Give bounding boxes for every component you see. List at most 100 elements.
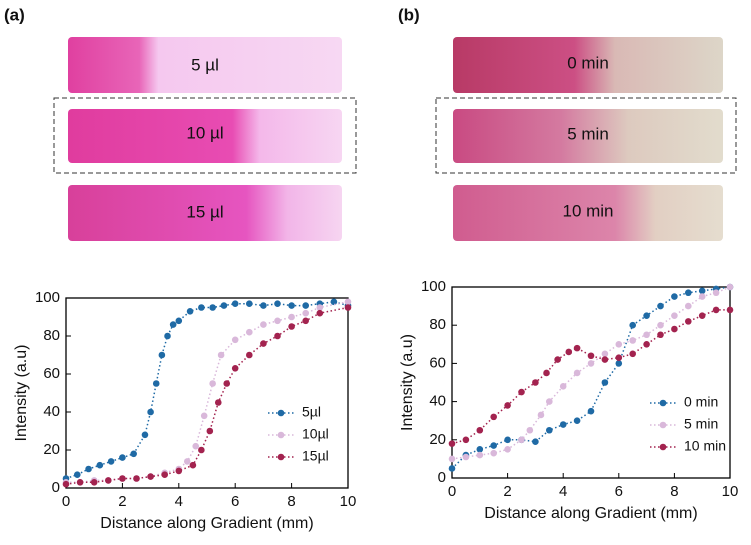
x-axis-label: Distance along Gradient (mm) [100, 515, 313, 532]
data-point [147, 408, 154, 416]
y-tick-label: 100 [421, 278, 446, 295]
data-point [712, 289, 720, 297]
data-point [685, 289, 692, 297]
data-point [712, 306, 720, 314]
data-point [169, 321, 177, 328]
y-tick-label: 80 [429, 316, 446, 333]
data-point [198, 446, 205, 454]
x-tick-label: 2 [118, 493, 126, 510]
data-point [231, 300, 239, 308]
y-tick-label: 60 [429, 354, 446, 371]
data-point [274, 317, 281, 325]
data-point [288, 323, 295, 330]
strip-label: 10 min [562, 201, 613, 220]
data-point [96, 461, 104, 469]
data-point [504, 446, 511, 453]
x-tick-label: 2 [503, 483, 511, 500]
photo-strip [68, 37, 342, 93]
data-point [344, 298, 352, 306]
data-point [629, 337, 636, 344]
data-point [615, 354, 623, 361]
legend-marker [659, 399, 667, 407]
x-axis-label: Distance along Gradient (mm) [484, 505, 697, 522]
data-point [462, 453, 470, 461]
data-point [133, 475, 140, 482]
strip-label: 5 µl [191, 55, 219, 74]
data-point [587, 407, 595, 415]
data-point [206, 427, 214, 435]
highlight-box [53, 97, 357, 174]
data-point [490, 442, 498, 449]
data-point [671, 312, 678, 319]
data-point [192, 442, 200, 450]
x-tick-label: 10 [722, 483, 739, 500]
data-point [671, 293, 678, 300]
legend-marker [659, 443, 667, 451]
data-point [316, 309, 324, 317]
data-point [62, 480, 70, 488]
photo-strip [68, 109, 342, 163]
legend-label: 0 min [684, 394, 718, 410]
plot-frame [451, 286, 731, 479]
y-tick-label: 100 [35, 289, 60, 306]
data-point [601, 379, 609, 386]
y-tick-label: 0 [438, 469, 446, 486]
legend-label: 10 min [684, 438, 726, 454]
photo-strip [453, 109, 723, 163]
data-point [246, 328, 253, 336]
y-tick-label: 40 [43, 403, 60, 420]
data-point [573, 344, 581, 352]
data-point [490, 449, 498, 457]
y-tick-label: 60 [43, 365, 60, 382]
photo-strip [68, 185, 342, 241]
data-point [220, 302, 228, 309]
data-point [130, 450, 137, 458]
data-point [698, 293, 706, 300]
data-point [601, 350, 609, 358]
data-point [629, 350, 636, 358]
strip-label: 10 µl [186, 123, 223, 142]
y-tick-label: 20 [429, 431, 446, 448]
data-point [726, 283, 734, 291]
data-point [260, 302, 267, 309]
data-point [573, 369, 581, 377]
data-point [330, 298, 338, 306]
data-point [302, 302, 310, 309]
data-point [147, 473, 154, 480]
x-tick-label: 4 [175, 493, 183, 510]
data-point [448, 465, 456, 472]
data-point [288, 313, 295, 321]
data-point [175, 317, 183, 325]
data-point [231, 336, 239, 344]
legend-label: 5µl [302, 404, 321, 420]
data-point [141, 431, 149, 439]
data-point [164, 332, 171, 340]
data-point [657, 331, 664, 339]
x-tick-label: 10 [340, 493, 357, 510]
data-point [587, 360, 595, 367]
data-point [615, 360, 623, 367]
y-tick-label: 0 [52, 479, 60, 496]
data-point [671, 325, 678, 333]
x-tick-label: 6 [615, 483, 623, 500]
data-point [532, 379, 539, 386]
data-point [518, 436, 525, 444]
data-point [532, 438, 539, 446]
plot-frame [65, 297, 349, 489]
data-point [316, 304, 324, 311]
strip-label: 0 min [567, 53, 609, 72]
panel-label: (b) [398, 5, 420, 24]
data-point [189, 461, 197, 469]
data-point [231, 365, 239, 372]
legend-marker [277, 453, 285, 461]
data-point [565, 348, 573, 356]
data-point [274, 300, 281, 308]
data-point [526, 426, 534, 434]
data-point [462, 436, 470, 444]
data-point [105, 477, 112, 484]
legend-label: 10µl [302, 426, 329, 442]
data-point [246, 300, 253, 308]
trend-line [451, 286, 731, 460]
data-point [490, 413, 498, 421]
